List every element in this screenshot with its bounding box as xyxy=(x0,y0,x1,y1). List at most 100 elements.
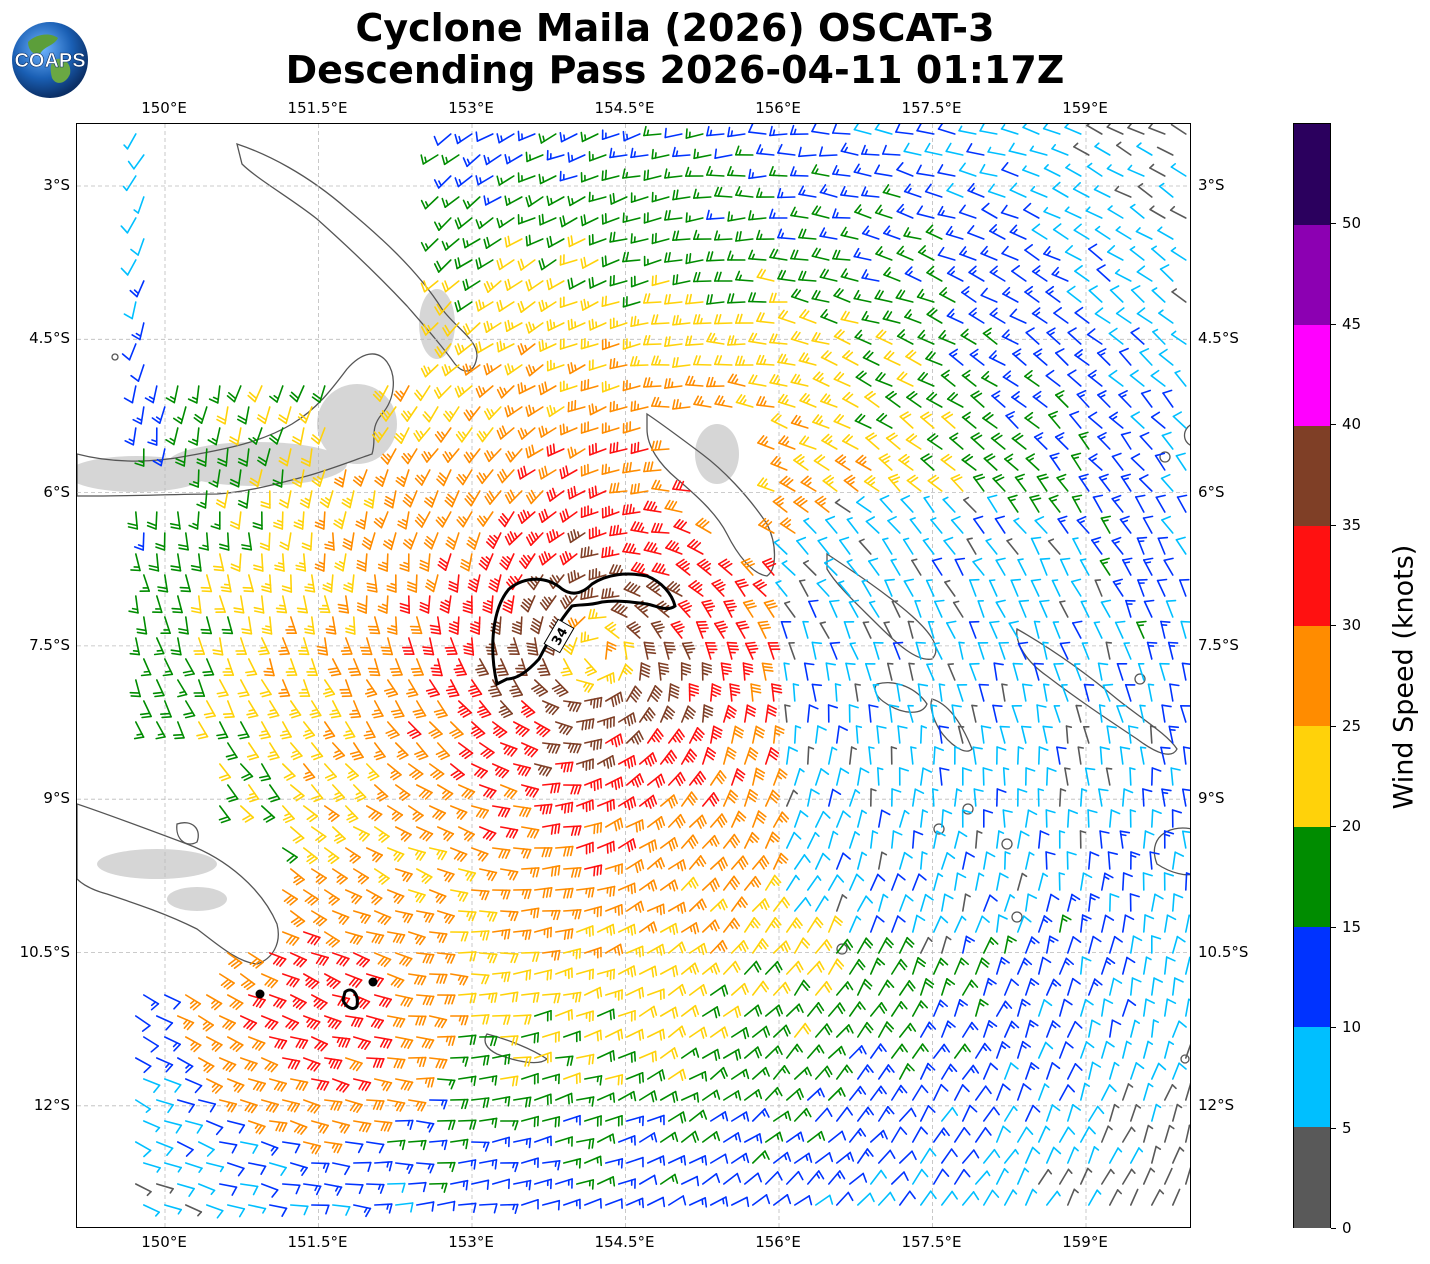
wind-barb xyxy=(1024,244,1040,261)
wind-barb xyxy=(1056,746,1067,765)
wind-barb xyxy=(309,700,322,719)
wind-barb xyxy=(311,910,328,927)
wind-barb xyxy=(1051,266,1069,282)
wind-barb xyxy=(638,1090,658,1103)
wind-barb xyxy=(919,1062,936,1080)
wind-barb xyxy=(517,382,536,395)
wind-barb xyxy=(793,1066,812,1080)
colorbar-tick-label: 50 xyxy=(1342,214,1362,233)
wind-barb xyxy=(454,257,473,270)
wind-barb xyxy=(1024,978,1040,996)
wind-barb xyxy=(407,763,424,781)
wind-barb xyxy=(1143,830,1155,849)
wind-barb xyxy=(680,705,696,723)
wind-barb xyxy=(324,889,340,906)
colorbar-segment xyxy=(1294,124,1330,225)
wind-barb xyxy=(799,309,817,324)
wind-barb xyxy=(153,637,165,656)
wind-barb xyxy=(630,441,649,455)
wind-barb xyxy=(885,432,901,450)
wind-barb xyxy=(290,1120,308,1135)
wind-barb xyxy=(449,721,464,739)
wind-barb xyxy=(246,742,260,761)
wind-barb xyxy=(344,805,359,824)
wind-barb xyxy=(337,595,350,614)
wind-barb xyxy=(841,433,859,450)
wind-barb xyxy=(906,390,922,408)
wind-barb xyxy=(601,546,620,559)
wind-barb xyxy=(722,1132,742,1143)
wind-barb xyxy=(778,435,796,450)
wind-barb xyxy=(638,1005,658,1018)
wind-barb xyxy=(1006,538,1019,555)
wind-barb xyxy=(428,1057,448,1069)
wind-barb xyxy=(764,789,781,807)
wind-barb xyxy=(1130,977,1142,996)
wind-barb xyxy=(882,225,901,240)
wind-barb xyxy=(1045,369,1061,387)
wind-barb xyxy=(304,574,316,593)
wind-barb xyxy=(730,810,747,828)
wind-barb xyxy=(580,631,599,643)
wind-barb xyxy=(491,928,511,940)
wind-barb xyxy=(940,1106,959,1122)
wind-barb xyxy=(282,847,298,864)
land-choiseul xyxy=(826,552,937,660)
wind-barb xyxy=(869,830,879,849)
wind-barb xyxy=(324,973,341,990)
wind-barb xyxy=(816,578,830,597)
wind-barb xyxy=(680,876,699,891)
wind-barb xyxy=(386,1015,406,1028)
wind-barb xyxy=(764,874,782,891)
wind-barb xyxy=(604,943,624,956)
wind-barb xyxy=(796,536,809,555)
wind-barb xyxy=(562,742,582,754)
wind-barb xyxy=(546,195,565,206)
wind-barb xyxy=(275,595,288,614)
wind-barb xyxy=(520,1072,539,1085)
wind-barb xyxy=(527,574,544,591)
wind-barb xyxy=(227,1036,244,1053)
wind-barb xyxy=(1179,578,1190,597)
wind-barb xyxy=(311,1120,329,1134)
wind-barb xyxy=(617,923,637,936)
wind-barb xyxy=(835,767,850,786)
wind-barb xyxy=(134,1141,152,1158)
wind-barb xyxy=(428,805,447,821)
wind-barb xyxy=(688,579,704,597)
wind-barb xyxy=(580,131,599,143)
wind-barb xyxy=(1101,914,1115,933)
wind-barb xyxy=(152,448,166,467)
wind-barb xyxy=(1137,182,1153,198)
wind-barb xyxy=(144,385,158,404)
wind-barb xyxy=(525,234,544,247)
wind-barb xyxy=(177,1183,195,1197)
wind-barb xyxy=(470,930,490,941)
wind-barb xyxy=(1143,998,1155,1017)
wind-barb xyxy=(664,168,683,179)
wind-barb xyxy=(950,473,964,492)
wind-barb xyxy=(772,940,791,954)
wind-barb xyxy=(983,453,998,471)
wind-barb xyxy=(260,490,271,509)
wind-barb xyxy=(248,994,266,1009)
wind-barb xyxy=(165,427,179,446)
wind-barb xyxy=(347,658,362,677)
wind-barb xyxy=(651,562,670,576)
wind-barb xyxy=(259,532,271,551)
wind-barb xyxy=(240,1057,258,1072)
wind-barb xyxy=(811,164,830,177)
wind-barb xyxy=(539,595,557,611)
wind-barb xyxy=(212,637,224,656)
wind-barb xyxy=(688,855,707,870)
wind-barb xyxy=(730,1026,750,1040)
wind-barb xyxy=(454,300,473,313)
wind-barb xyxy=(883,621,893,639)
wind-barb xyxy=(491,805,511,818)
wind-barb xyxy=(171,595,183,614)
wind-barb xyxy=(982,936,999,954)
wind-barb xyxy=(814,939,833,954)
wind-barb xyxy=(311,1036,329,1052)
wind-barb xyxy=(567,362,586,375)
wind-barb xyxy=(575,718,595,731)
